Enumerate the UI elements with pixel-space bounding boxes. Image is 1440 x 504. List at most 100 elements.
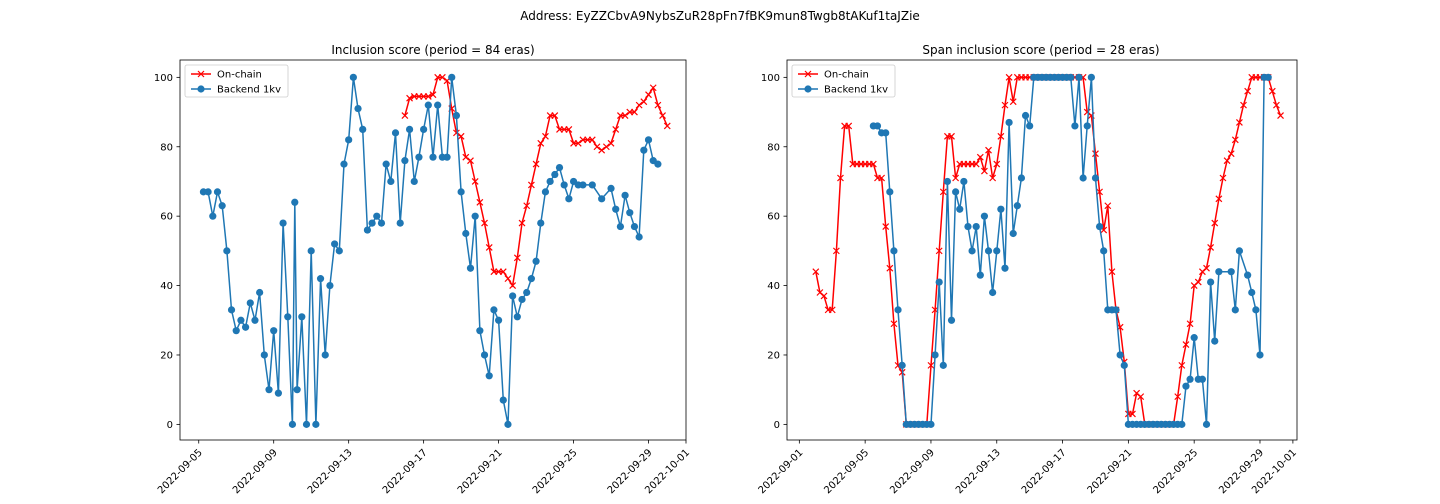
right-series-1-point-30 (993, 247, 1001, 255)
x-marker-stroke (1005, 73, 1013, 81)
x-marker-stroke (593, 143, 601, 151)
right-series-1-point-87 (1235, 247, 1244, 255)
left-plot-layer (199, 73, 671, 428)
x-marker-stroke (837, 174, 844, 182)
x-marker-stroke (523, 202, 531, 210)
x-marker-stroke (1268, 87, 1276, 95)
x-marker-stroke (886, 264, 894, 272)
x-marker-stroke (985, 146, 992, 154)
right-series-0-point-47 (1005, 73, 1013, 81)
left-series-1-point-87 (616, 222, 625, 231)
left-series-1-point-61 (480, 351, 489, 359)
x-marker-stroke (1104, 202, 1112, 210)
x-marker-stroke (453, 129, 460, 137)
right-series-1-point-83 (1211, 337, 1219, 345)
left-series-1-point-13 (260, 351, 268, 359)
left-ytick-label-4: 80 (160, 142, 173, 153)
right-series-0-point-112 (1273, 101, 1280, 109)
left-series-1-point-31 (340, 160, 348, 168)
left-series-1-point-11 (251, 316, 259, 324)
left-series-1-point-32 (345, 136, 353, 144)
left-series-1-point-4 (218, 202, 226, 210)
x-marker-stroke (1100, 226, 1108, 234)
figure-suptitle: Address: EyZZCbvA9NybsZuR28pFn7fBK9mun8T… (520, 9, 920, 23)
x-marker-stroke (481, 219, 488, 227)
left-series-1-point-20 (291, 198, 299, 206)
x-marker-stroke (513, 254, 521, 262)
x-marker-stroke (406, 94, 413, 102)
right-ytick-label-0: 0 (774, 420, 780, 431)
right-series-1-point-35 (1013, 202, 1021, 210)
x-marker-stroke (1178, 361, 1186, 369)
left-series-1-point-86 (612, 205, 620, 213)
right-series-1-point-6 (894, 306, 902, 314)
x-marker-stroke (1194, 278, 1202, 286)
x-marker-stroke (485, 243, 493, 251)
left-series-1-point-1 (204, 188, 212, 196)
right-series-1-point-56 (1100, 247, 1108, 255)
right-series-1-point-80 (1198, 375, 1207, 383)
left-series-1-point-7 (232, 327, 240, 335)
right-series-1-point-16 (935, 278, 943, 286)
right-series-0-point-48 (1009, 98, 1017, 106)
right-series-1-point-1 (873, 122, 882, 130)
x-marker-stroke (832, 247, 840, 255)
left-legend-marker-1 (197, 85, 205, 93)
right-series-1-point-52 (1083, 122, 1091, 130)
right-series-1-point-53 (1087, 73, 1095, 81)
left-series-1-point-16 (274, 389, 282, 397)
left-ytick-label-1: 20 (160, 350, 173, 361)
left-series-1-point-83 (588, 181, 596, 189)
right-series-1-point-60 (1116, 351, 1124, 359)
x-marker-stroke (1129, 410, 1136, 418)
right-series-0-point-46 (1001, 101, 1009, 109)
x-marker-stroke (812, 268, 820, 276)
x-marker-stroke (980, 167, 988, 175)
left-series-0-point-5 (424, 93, 432, 100)
right-ytick-label-3: 60 (767, 212, 780, 223)
x-marker-stroke (649, 84, 657, 92)
right-series-1-point-29 (989, 288, 997, 297)
left-series-0-point-35 (565, 125, 573, 133)
x-marker-stroke (635, 101, 643, 109)
left-series-1-point-14 (265, 386, 273, 394)
left-ytick-label-2: 40 (160, 281, 173, 292)
left-series-1-point-43 (396, 219, 404, 227)
left-series-1-point-3 (213, 188, 222, 196)
right-series-1-point-88 (1244, 271, 1252, 279)
left-series-1-point-21 (293, 386, 301, 394)
x-marker-stroke (1001, 101, 1009, 109)
left-series-1-point-91 (635, 233, 643, 241)
right-series-0-point-18 (886, 264, 894, 272)
left-series-0-point-29 (537, 139, 545, 147)
right-series-1-point-18 (943, 177, 952, 186)
x-marker-stroke (948, 132, 955, 140)
x-marker-stroke (424, 93, 432, 100)
left-series-0-point-23 (509, 282, 517, 289)
x-marker-stroke (976, 153, 984, 161)
right-series-1-point-82 (1207, 278, 1215, 286)
left-series-0-point-8 (438, 73, 446, 81)
x-marker-stroke (1108, 268, 1116, 276)
x-marker-stroke (1133, 389, 1141, 397)
right-series-0-point-41 (980, 167, 988, 175)
left-series-0-point-12 (457, 132, 465, 140)
right-series-1-point-50 (1075, 73, 1083, 81)
right-series-0-point-2 (820, 292, 828, 300)
x-marker-stroke (1215, 195, 1223, 203)
left-series-1-point-51 (434, 101, 442, 109)
left-series-1-point-48 (420, 125, 428, 134)
left-series-0-point-41 (593, 143, 601, 151)
left-series-1-point-39 (377, 219, 386, 227)
left-series-1-point-41 (387, 177, 395, 186)
right-series-1-point-25 (972, 222, 980, 231)
x-marker-stroke (828, 306, 836, 314)
right-series-1-point-91 (1256, 351, 1264, 359)
right-legend: On-chain Backend 1kv (791, 64, 896, 98)
left-series-0-point-15 (471, 178, 479, 185)
left-series-0-point-1 (406, 94, 413, 102)
right-series-1-point-51 (1079, 174, 1087, 182)
x-marker-stroke (882, 223, 890, 230)
left-series-1-point-53 (443, 153, 451, 161)
